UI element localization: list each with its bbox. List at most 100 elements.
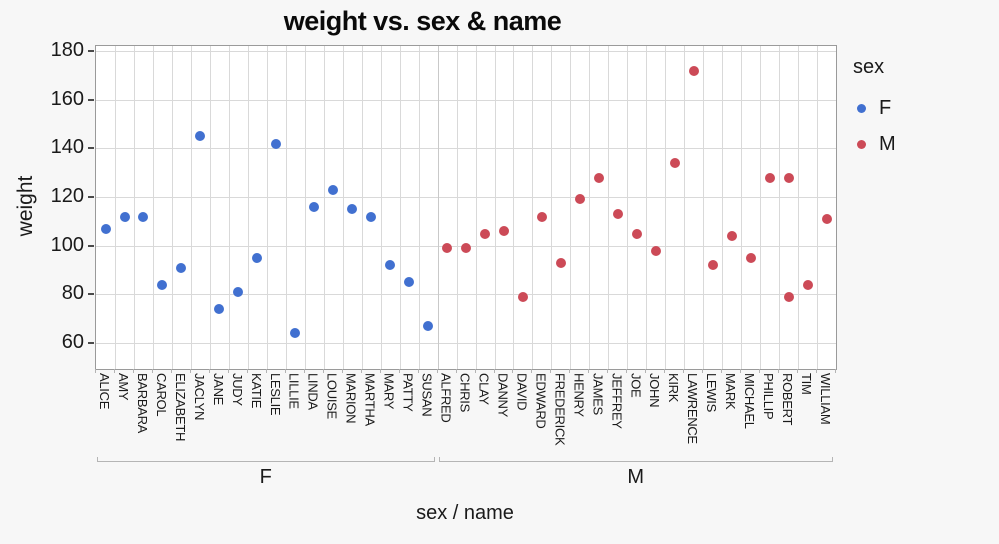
x-name-label: TIM <box>799 373 814 395</box>
v-gridline <box>589 46 591 369</box>
x-name-label: MARION <box>343 373 359 424</box>
data-point-lawrence[interactable] <box>688 65 699 76</box>
data-point-lillie[interactable] <box>290 328 301 339</box>
data-point-mark[interactable] <box>726 230 737 241</box>
x-name-label: HENRY <box>571 373 587 417</box>
x-name-label: BARBARA <box>134 373 150 434</box>
data-point-james[interactable] <box>593 172 604 183</box>
data-point-david[interactable] <box>517 291 528 302</box>
y-tick-label: 140 <box>50 136 84 159</box>
data-point-danny[interactable] <box>498 226 509 237</box>
x-name-label: CLAY <box>476 373 492 405</box>
data-point-susan[interactable] <box>423 321 434 331</box>
x-name-label: SUSAN <box>419 373 435 417</box>
data-point-phillip[interactable] <box>764 172 775 183</box>
x-tick-mark <box>455 369 457 373</box>
data-point-jaclyn[interactable] <box>195 131 206 142</box>
data-point-judy[interactable] <box>233 286 244 297</box>
y-tick-mark <box>88 50 94 52</box>
x-name-label: AMY <box>116 373 131 401</box>
data-point-lewis[interactable] <box>707 260 718 271</box>
v-gridline <box>247 46 249 369</box>
data-point-carol[interactable] <box>157 279 168 290</box>
data-point-barbara[interactable] <box>138 211 149 222</box>
y-tick-label: 100 <box>50 233 84 256</box>
data-point-michael[interactable] <box>745 252 756 263</box>
chart-title: weight vs. sex & name <box>283 6 562 36</box>
x-tick-mark <box>246 369 248 373</box>
x-tick-mark <box>303 369 305 373</box>
data-point-edward[interactable] <box>536 211 547 222</box>
data-point-chris[interactable] <box>461 243 471 254</box>
data-point-louise[interactable] <box>328 184 339 195</box>
x-name-label: LAWRENCE <box>685 373 701 444</box>
data-point-frederick[interactable] <box>555 257 566 268</box>
v-gridline <box>399 46 401 369</box>
h-gridline <box>96 197 836 198</box>
y-tick-mark <box>88 98 94 101</box>
data-point-joe[interactable] <box>631 228 642 239</box>
data-point-william[interactable] <box>821 213 832 224</box>
x-name-label: JAMES <box>590 373 606 415</box>
v-gridline <box>817 46 818 369</box>
x-tick-mark <box>531 369 533 373</box>
legend-marker-icon <box>857 104 866 113</box>
x-tick-mark <box>778 369 780 373</box>
v-gridline <box>798 46 800 369</box>
data-point-marion[interactable] <box>347 204 358 215</box>
data-point-jeffrey[interactable] <box>612 209 623 219</box>
x-tick-mark <box>284 369 286 373</box>
x-tick-mark <box>740 369 742 373</box>
data-point-patty[interactable] <box>404 277 415 288</box>
x-name-label: JANE <box>210 373 226 406</box>
h-gridline <box>96 99 836 101</box>
v-gridline <box>228 46 230 369</box>
v-gridline <box>342 46 344 369</box>
data-point-kirk[interactable] <box>669 157 680 168</box>
x-name-label: LINDA <box>305 373 321 410</box>
x-name-label: LESLIE <box>267 373 283 416</box>
data-point-mary[interactable] <box>385 260 396 271</box>
v-gridline <box>456 46 458 369</box>
data-point-leslie[interactable] <box>271 138 282 149</box>
x-tick-mark <box>379 369 381 373</box>
x-tick-mark <box>95 369 96 373</box>
data-point-linda[interactable] <box>309 201 320 212</box>
data-point-robert[interactable] <box>783 172 794 183</box>
x-tick-mark <box>683 369 685 373</box>
data-point-henry[interactable] <box>574 194 585 205</box>
data-point-jane[interactable] <box>214 303 225 314</box>
legend-marker-icon <box>857 140 866 149</box>
data-point-tim[interactable] <box>802 279 813 290</box>
data-point-alfred[interactable] <box>442 243 452 254</box>
x-name-label: JOE <box>628 373 644 398</box>
data-point-alice[interactable] <box>100 223 111 234</box>
v-gridline <box>570 46 572 369</box>
y-tick-label: 160 <box>50 87 84 110</box>
v-gridline <box>684 46 686 369</box>
legend-item-m[interactable]: M <box>853 133 896 156</box>
data-point-robert[interactable] <box>783 291 794 302</box>
x-name-label: EDWARD <box>533 373 549 429</box>
x-name-label: PHILLIP <box>761 373 777 420</box>
legend-item-f[interactable]: F <box>853 97 896 120</box>
legend-item-label: M <box>879 133 896 155</box>
y-tick-mark <box>88 147 94 150</box>
x-name-label: DANNY <box>495 373 511 418</box>
x-name-label: DAVID <box>514 373 530 411</box>
v-gridline <box>115 46 116 369</box>
data-point-amy[interactable] <box>119 211 130 222</box>
data-point-katie[interactable] <box>252 252 263 263</box>
plot-area[interactable] <box>95 45 837 370</box>
h-gridline <box>96 343 836 344</box>
v-gridline <box>722 46 724 369</box>
data-point-john[interactable] <box>650 245 661 256</box>
group-label: M <box>627 466 645 488</box>
group-bracket <box>97 457 435 462</box>
x-tick-mark <box>721 369 723 373</box>
x-tick-mark <box>835 369 836 373</box>
data-point-clay[interactable] <box>480 228 490 239</box>
data-point-elizabeth[interactable] <box>176 262 187 273</box>
data-point-martha[interactable] <box>366 211 377 222</box>
x-tick-mark <box>114 369 115 373</box>
